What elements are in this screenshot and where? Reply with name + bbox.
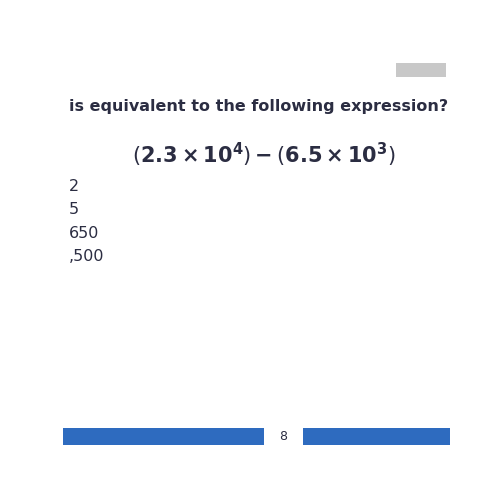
- Text: 2: 2: [68, 180, 79, 194]
- Text: 5: 5: [68, 202, 79, 218]
- Text: 8: 8: [280, 430, 287, 443]
- FancyBboxPatch shape: [396, 63, 446, 77]
- Text: $\mathbf{\left(2.3 \times 10^{4}\right)-\left(6.5 \times 10^{3}\right)}$: $\mathbf{\left(2.3 \times 10^{4}\right)-…: [132, 141, 396, 169]
- Text: 650: 650: [68, 226, 99, 240]
- Text: is equivalent to the following expression?: is equivalent to the following expressio…: [68, 98, 448, 114]
- FancyBboxPatch shape: [303, 428, 450, 445]
- FancyBboxPatch shape: [62, 428, 264, 445]
- Text: ,500: ,500: [68, 248, 104, 264]
